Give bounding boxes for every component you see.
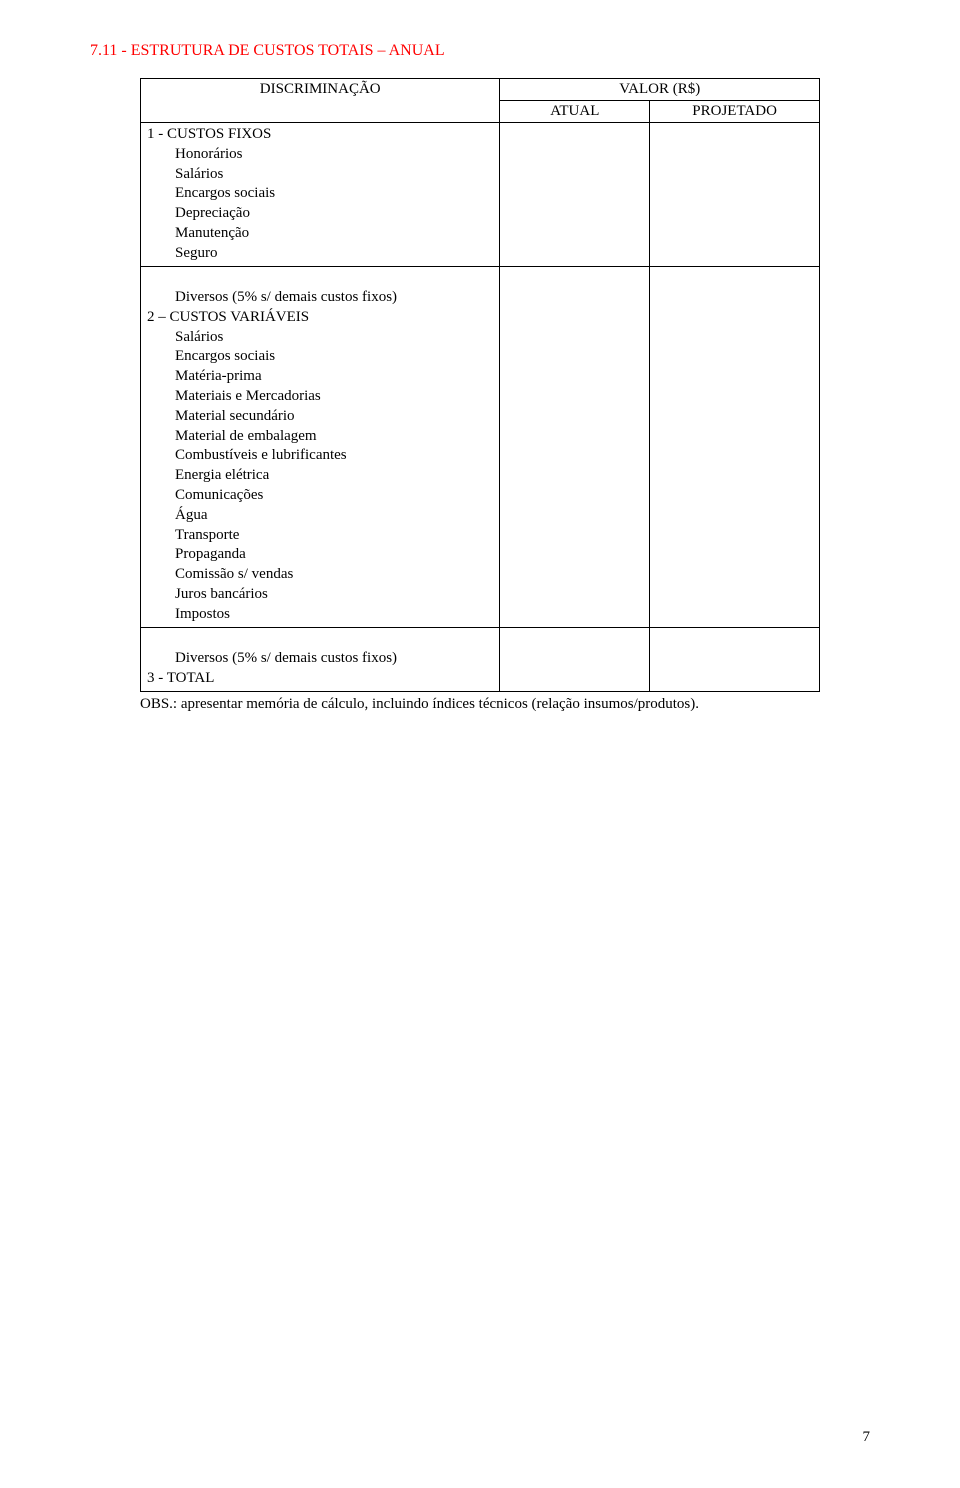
list-item: Matéria-prima bbox=[147, 367, 493, 387]
block1-title: 1 - CUSTOS FIXOS bbox=[147, 125, 493, 145]
list-item: Propaganda bbox=[147, 545, 493, 565]
block2-title: 2 – CUSTOS VARIÁVEIS bbox=[147, 308, 493, 328]
list-item: Material secundário bbox=[147, 407, 493, 427]
block3-pre: Diversos (5% s/ demais custos fixos) bbox=[147, 649, 493, 669]
list-item: Comunicações bbox=[147, 486, 493, 506]
list-item: Depreciação bbox=[147, 204, 493, 224]
block2-cell: Diversos (5% s/ demais custos fixos) 2 –… bbox=[141, 286, 500, 627]
cell-atual bbox=[500, 647, 650, 691]
table-row: Diversos (5% s/ demais custos fixos) 3 -… bbox=[141, 647, 820, 691]
table-row: 1 - CUSTOS FIXOS Honorários Salários Enc… bbox=[141, 123, 820, 267]
cell-atual bbox=[500, 286, 650, 627]
header-atual: ATUAL bbox=[500, 101, 650, 123]
spacer-row bbox=[141, 266, 820, 286]
header-projetado: PROJETADO bbox=[650, 101, 820, 123]
list-item: Encargos sociais bbox=[147, 347, 493, 367]
list-item: Encargos sociais bbox=[147, 184, 493, 204]
obs-note: OBS.: apresentar memória de cálculo, inc… bbox=[140, 694, 820, 714]
list-item: Combustíveis e lubrificantes bbox=[147, 446, 493, 466]
page-number: 7 bbox=[863, 1429, 871, 1446]
list-item: Honorários bbox=[147, 145, 493, 165]
list-item: Material de embalagem bbox=[147, 427, 493, 447]
cell-atual bbox=[500, 123, 650, 267]
cell-projetado bbox=[650, 286, 820, 627]
cost-table: DISCRIMINAÇÃO VALOR (R$) ATUAL PROJETADO… bbox=[140, 78, 820, 692]
list-item: Salários bbox=[147, 328, 493, 348]
table-row: Diversos (5% s/ demais custos fixos) 2 –… bbox=[141, 286, 820, 627]
list-item: Seguro bbox=[147, 244, 493, 264]
list-item: Impostos bbox=[147, 605, 493, 625]
block3-cell: Diversos (5% s/ demais custos fixos) 3 -… bbox=[141, 647, 500, 691]
list-item: Água bbox=[147, 506, 493, 526]
list-item: Salários bbox=[147, 165, 493, 185]
block3-title: 3 - TOTAL bbox=[147, 669, 493, 689]
list-item: Materiais e Mercadorias bbox=[147, 387, 493, 407]
cell-projetado bbox=[650, 647, 820, 691]
list-item: Transporte bbox=[147, 526, 493, 546]
section-title: 7.11 - ESTRUTURA DE CUSTOS TOTAIS – ANUA… bbox=[90, 42, 870, 60]
block1-cell: 1 - CUSTOS FIXOS Honorários Salários Enc… bbox=[141, 123, 500, 267]
header-valor: VALOR (R$) bbox=[500, 79, 820, 101]
list-item: Comissão s/ vendas bbox=[147, 565, 493, 585]
header-discriminacao: DISCRIMINAÇÃO bbox=[141, 79, 500, 123]
list-item: Energia elétrica bbox=[147, 466, 493, 486]
block2-pre: Diversos (5% s/ demais custos fixos) bbox=[147, 288, 493, 308]
cell-projetado bbox=[650, 123, 820, 267]
spacer-row bbox=[141, 627, 820, 647]
list-item: Manutenção bbox=[147, 224, 493, 244]
list-item: Juros bancários bbox=[147, 585, 493, 605]
